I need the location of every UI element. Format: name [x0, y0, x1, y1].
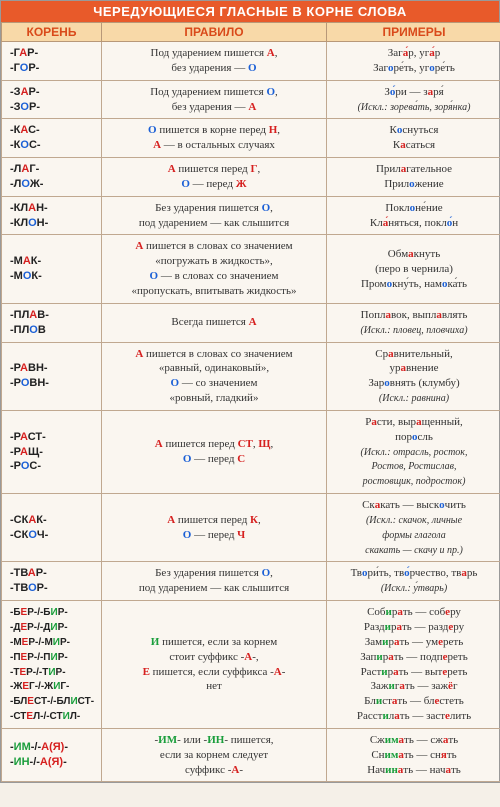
table-row: -ЛАГ--ЛОЖ-А пишется перед Г,О — перед ЖП… [2, 158, 500, 197]
table-row: -ПЛАВ--ПЛОВВсегда пишется АПоплавок, вып… [2, 303, 500, 342]
header-examples: ПРИМЕРЫ [327, 23, 500, 42]
rule-cell: А пишется в словах со значением«погружат… [102, 235, 327, 303]
root-cell: -КАС--КОС- [2, 119, 102, 158]
table-row: -МАК--МОК-А пишется в словах со значение… [2, 235, 500, 303]
example-cell: Поплавок, выплавлять(Искл.: пловец, плов… [327, 303, 500, 342]
example-cell: Поклоне́ниеКла́няться, покло́н [327, 196, 500, 235]
rule-cell: Под ударением пишется О,без ударения — А [102, 80, 327, 119]
table-row: -СКАК--СКОЧ-А пишется перед К,О — перед … [2, 494, 500, 562]
rule-cell: А пишется перед К,О — перед Ч [102, 494, 327, 562]
example-cell: Расти, выращенный,поросль(Искл.: отрасль… [327, 410, 500, 493]
example-cell: Собирать — соберуРаздирать — раздеруЗами… [327, 601, 500, 729]
example-cell: Зага́р, уга́рЗагоре́ть, угоре́ть [327, 42, 500, 81]
root-cell: -ПЛАВ--ПЛОВ [2, 303, 102, 342]
root-cell: -РАСТ--РАЩ--РОС- [2, 410, 102, 493]
table-row: -РАВН--РОВН-А пишется в словах со значен… [2, 342, 500, 410]
root-cell: -ИМ-/-А(Я)--ИН-/-А(Я)- [2, 728, 102, 782]
example-cell: ПрилагательноеПриложение [327, 158, 500, 197]
rule-cell: Без ударения пишется О,под ударением — к… [102, 562, 327, 601]
example-cell: Скакать — выскочить(Искл.: скачок, личны… [327, 494, 500, 562]
rule-cell: Без ударения пишется О,под ударением — к… [102, 196, 327, 235]
table-title: ЧЕРЕДУЮЩИЕСЯ ГЛАСНЫЕ В КОРНЕ СЛОВА [1, 1, 499, 22]
rule-cell: Под ударением пишется А,без ударения — О [102, 42, 327, 81]
example-cell: КоснутьсяКасаться [327, 119, 500, 158]
example-cell: Сравнительный,уравнениеЗаровнять (клумбу… [327, 342, 500, 410]
root-cell: -БЕР-/-БИР--ДЕР-/-ДИР--МЕР-/-МИР--ПЕР-/-… [2, 601, 102, 729]
header-root: КОРЕНЬ [2, 23, 102, 42]
grammar-table-container: ЧЕРЕДУЮЩИЕСЯ ГЛАСНЫЕ В КОРНЕ СЛОВА КОРЕН… [0, 0, 500, 783]
rule-cell: Всегда пишется А [102, 303, 327, 342]
table-row: -КЛАН--КЛОН-Без ударения пишется О,под у… [2, 196, 500, 235]
rule-cell: А пишется в словах со значением«равный, … [102, 342, 327, 410]
root-cell: -МАК--МОК- [2, 235, 102, 303]
table-row: -ГАР--ГОР-Под ударением пишется А,без уд… [2, 42, 500, 81]
header-rule: ПРАВИЛО [102, 23, 327, 42]
root-cell: -СКАК--СКОЧ- [2, 494, 102, 562]
table-row: -ИМ-/-А(Я)--ИН-/-А(Я)--ИМ- или -ИН- пише… [2, 728, 500, 782]
table-row: -ТВАР--ТВОР-Без ударения пишется О,под у… [2, 562, 500, 601]
root-cell: -ГАР--ГОР- [2, 42, 102, 81]
rule-cell: -ИМ- или -ИН- пишется,если за корнем сле… [102, 728, 327, 782]
root-cell: -ЛАГ--ЛОЖ- [2, 158, 102, 197]
rule-cell: А пишется перед СТ, Щ,О — перед С [102, 410, 327, 493]
table-row: -КАС--КОС-О пишется в корне перед Н,А — … [2, 119, 500, 158]
rule-cell: О пишется в корне перед Н,А — в остальны… [102, 119, 327, 158]
example-cell: Зо́ри — заря́(Искл.: зорева́ть, зоря́нка… [327, 80, 500, 119]
table-row: -ЗАР--ЗОР-Под ударением пишется О,без уд… [2, 80, 500, 119]
root-cell: -КЛАН--КЛОН- [2, 196, 102, 235]
table-row: -БЕР-/-БИР--ДЕР-/-ДИР--МЕР-/-МИР--ПЕР-/-… [2, 601, 500, 729]
rule-cell: И пишется, если за корнемстоит суффикс -… [102, 601, 327, 729]
grammar-table: КОРЕНЬ ПРАВИЛО ПРИМЕРЫ -ГАР--ГОР-Под уда… [1, 22, 500, 782]
example-cell: Обмакнуть(перо в чернила)Промокну́ть, на… [327, 235, 500, 303]
rule-cell: А пишется перед Г,О — перед Ж [102, 158, 327, 197]
table-row: -РАСТ--РАЩ--РОС-А пишется перед СТ, Щ,О … [2, 410, 500, 493]
root-cell: -РАВН--РОВН- [2, 342, 102, 410]
root-cell: -ЗАР--ЗОР- [2, 80, 102, 119]
root-cell: -ТВАР--ТВОР- [2, 562, 102, 601]
example-cell: Твори́ть, тво́рчество, тварь(Искл.: у́тв… [327, 562, 500, 601]
example-cell: Сжимать — сжатьСнимать — снятьНачинать —… [327, 728, 500, 782]
header-row: КОРЕНЬ ПРАВИЛО ПРИМЕРЫ [2, 23, 500, 42]
